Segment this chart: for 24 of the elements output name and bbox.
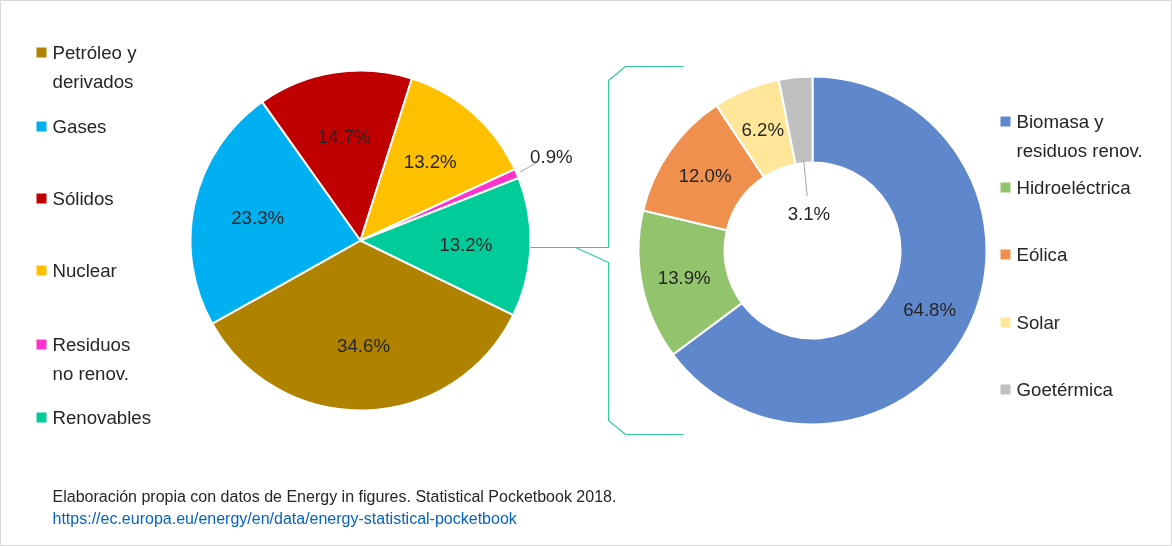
- legend-label: Goetérmica: [1016, 378, 1114, 400]
- data-label: 13.2%: [403, 150, 457, 172]
- data-label: 23.3%: [231, 206, 285, 228]
- legend-label: Biomasa y residuos renov.: [1016, 110, 1143, 161]
- legend-label: Eólica: [1016, 243, 1068, 265]
- data-label: 14.7%: [317, 125, 371, 147]
- data-label: 6.2%: [741, 118, 785, 140]
- data-label: 3.1%: [787, 203, 831, 225]
- legend-label: Residuos no renov.: [52, 333, 131, 384]
- legend-label: Nuclear: [52, 259, 117, 281]
- data-label: 13.9%: [657, 266, 711, 288]
- data-label: 12.0%: [678, 165, 732, 187]
- data-label: 34.6%: [337, 335, 391, 357]
- legend-label: Sólidos: [52, 187, 114, 209]
- text: https://ec.europa.eu/energy/en/data/energy-statistical-pocketbook: [52, 510, 518, 527]
- data-label: 13.2%: [439, 234, 493, 256]
- legend-label: Hidroeléctrica: [1016, 176, 1132, 198]
- data-label: 0.9%: [530, 145, 573, 167]
- legend-label: Renovables: [52, 406, 152, 428]
- text: Elaboración propia con datos de Energy in figures. Statistical Pocketbook 2018.: [52, 488, 617, 505]
- legend-label: Gases: [52, 115, 107, 137]
- data-label: 64.8%: [903, 298, 957, 320]
- legend-label: Petróleo y derivados: [52, 41, 138, 92]
- legend-label: Solar: [1016, 311, 1061, 333]
